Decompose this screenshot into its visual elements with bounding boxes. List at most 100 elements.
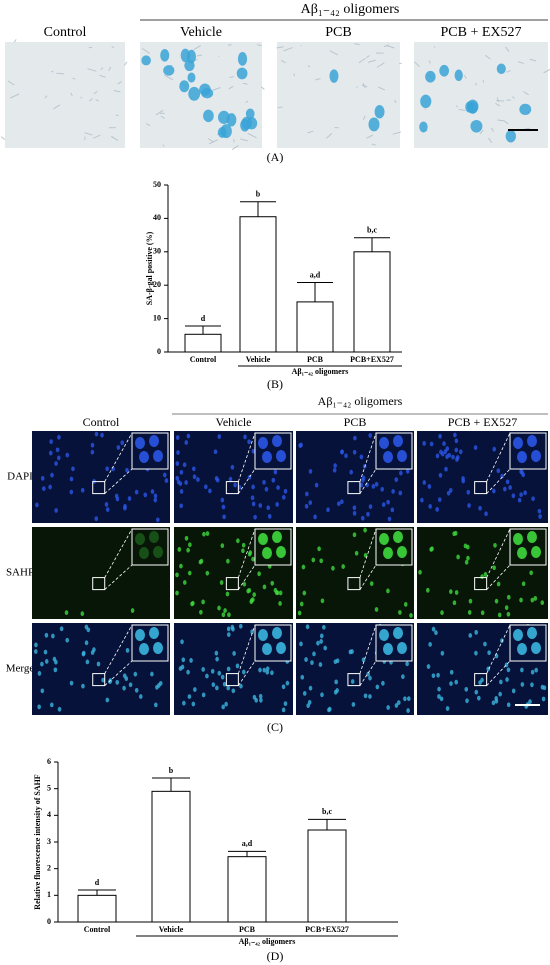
y-tick-label: 10 — [153, 313, 161, 322]
nucleus — [492, 488, 496, 494]
nucleus — [311, 557, 316, 563]
nucleus — [445, 454, 449, 460]
nucleus — [453, 432, 457, 438]
nucleus — [368, 694, 372, 699]
nucleus — [188, 542, 192, 548]
nucleus — [363, 693, 368, 699]
nucleus — [533, 595, 538, 601]
nucleus — [226, 632, 231, 638]
nucleus — [187, 570, 192, 576]
nucleus — [375, 684, 380, 690]
nucleus — [306, 703, 310, 709]
nucleus — [340, 499, 344, 505]
stained-cell — [245, 108, 255, 120]
nucleus — [418, 569, 422, 575]
inset-nucleus — [531, 450, 541, 462]
roi-link — [237, 528, 256, 578]
nucleus — [386, 499, 390, 505]
cell-fiber — [196, 54, 203, 57]
nucleus — [267, 513, 272, 519]
nucleus — [322, 624, 326, 630]
stained-cell — [187, 72, 196, 83]
nucleus — [435, 507, 439, 512]
cell-fiber — [496, 99, 505, 102]
stained-cell — [505, 129, 516, 143]
nucleus — [250, 495, 255, 501]
nucleus — [350, 679, 355, 684]
nucleus — [153, 497, 158, 503]
nucleus — [429, 441, 434, 447]
nucleus — [215, 685, 219, 691]
inset-nucleus — [379, 629, 389, 641]
nucleus — [449, 669, 454, 675]
nucleus — [223, 608, 227, 613]
nucleus — [359, 454, 364, 460]
nucleus — [285, 680, 290, 686]
nucleus — [262, 479, 266, 485]
nucleus — [474, 629, 478, 635]
nucleus — [386, 705, 390, 710]
cell-fiber — [7, 80, 15, 86]
nucleus — [128, 682, 133, 688]
nucleus — [396, 700, 401, 705]
nucleus — [281, 707, 286, 713]
nucleus — [186, 669, 190, 675]
roi-link — [104, 660, 133, 686]
nucleus — [184, 440, 189, 445]
cell-fiber — [300, 44, 302, 47]
nucleus — [251, 448, 256, 454]
group-header: Aβ₁₋₄₂ oligomers — [318, 394, 403, 408]
nucleus — [401, 674, 405, 680]
stained-cell — [425, 70, 436, 83]
cell-fiber — [367, 59, 376, 63]
stained-cell — [199, 83, 211, 96]
nucleus — [480, 610, 485, 616]
nucleus — [473, 445, 478, 450]
nucleus — [506, 594, 511, 600]
inset-nucleus — [397, 450, 407, 462]
stained-cell — [470, 119, 483, 133]
cell-fiber — [399, 62, 402, 65]
nucleus — [435, 453, 440, 459]
nucleus — [205, 531, 210, 536]
roi-box — [92, 577, 106, 591]
nucleus — [220, 497, 225, 503]
nucleus — [69, 476, 74, 482]
cell-fiber — [362, 115, 366, 120]
y-axis-label: SA-β-gal positive (%) — [145, 231, 154, 305]
group-label: Aβ₁₋₄₂ oligomers — [239, 937, 296, 946]
nucleus — [181, 657, 186, 663]
stained-cell — [374, 105, 385, 119]
cell-fiber — [543, 68, 550, 74]
nucleus — [381, 502, 386, 508]
nucleus — [231, 626, 235, 632]
inset-nucleus — [153, 642, 163, 654]
nucleus — [54, 461, 58, 466]
nucleus — [199, 558, 204, 564]
nucleus — [54, 508, 58, 513]
nucleus — [506, 611, 511, 617]
nucleus — [465, 698, 469, 704]
nucleus — [442, 441, 446, 447]
nucleus — [427, 484, 432, 489]
row-label: SAHF — [6, 567, 34, 579]
inset-nucleus — [527, 627, 537, 639]
nucleus — [487, 650, 491, 656]
nucleus — [51, 633, 55, 639]
nucleus — [251, 556, 255, 562]
inset-nucleus — [397, 546, 407, 558]
nucleus — [520, 682, 525, 687]
nucleus — [499, 679, 503, 685]
nucleus — [201, 692, 206, 698]
inset-nucleus — [527, 435, 537, 447]
significance-label: b,c — [322, 807, 332, 816]
cell-fiber — [146, 123, 151, 127]
nucleus — [498, 691, 502, 697]
nucleus — [437, 497, 442, 503]
nucleus — [300, 674, 305, 680]
nucleus — [366, 511, 370, 517]
y-tick-label: 50 — [153, 180, 161, 189]
nucleus — [231, 688, 236, 694]
inset-nucleus — [383, 451, 393, 463]
nucleus — [81, 651, 86, 657]
